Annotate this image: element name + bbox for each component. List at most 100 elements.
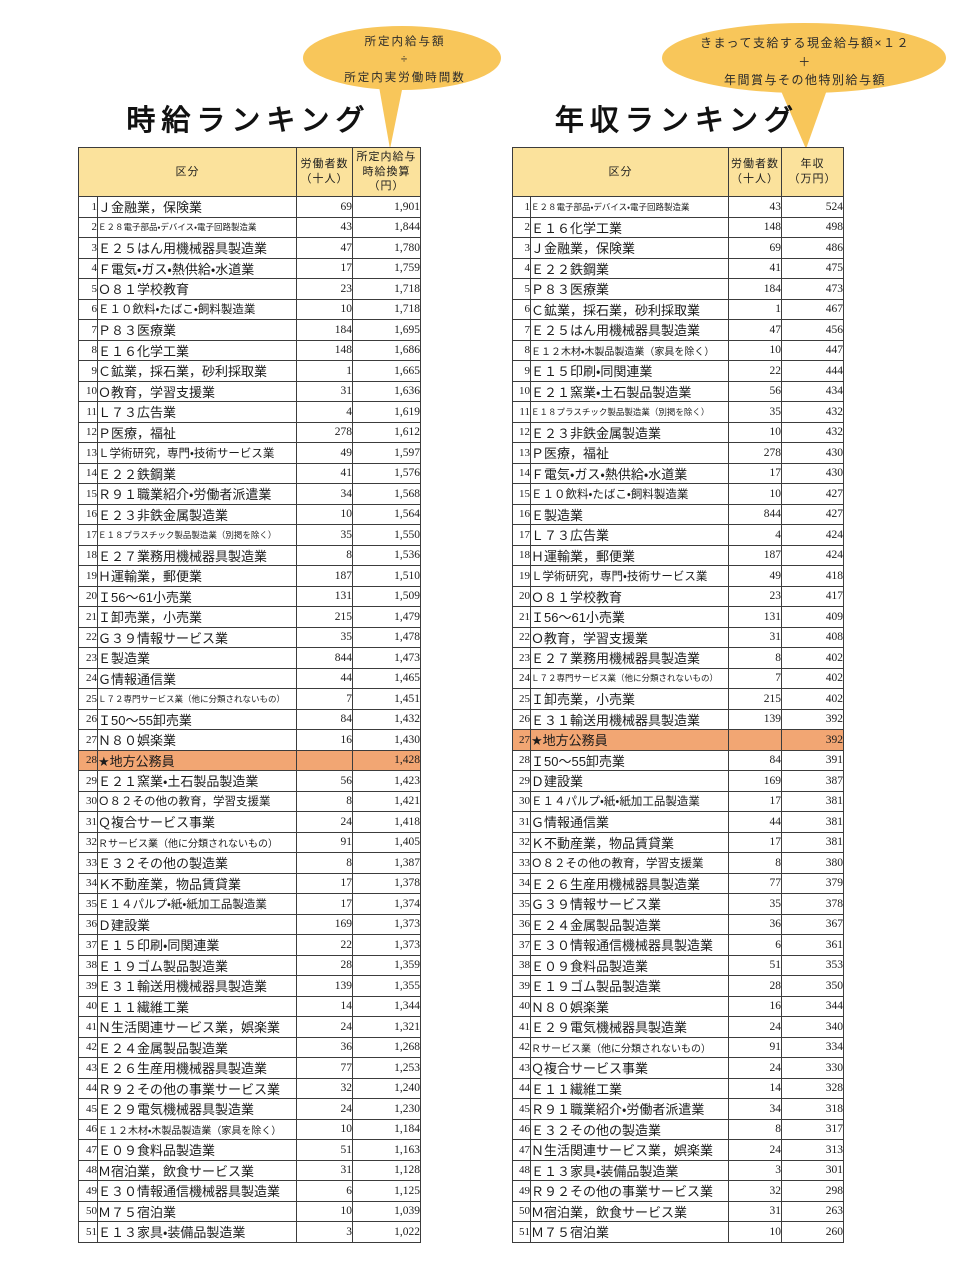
workers-cell: 44 xyxy=(296,667,353,689)
value-cell: 1,373 xyxy=(352,934,421,956)
workers-cell: 32 xyxy=(728,1180,782,1202)
value-cell: 1,536 xyxy=(352,544,421,566)
rank-cell: 23 xyxy=(512,647,531,669)
workers-cell: 24 xyxy=(296,1098,353,1120)
category-cell: Ｌ７３広告業 xyxy=(97,401,297,423)
workers-cell: 84 xyxy=(728,749,782,771)
rank-cell: 42 xyxy=(78,1036,98,1058)
rank-cell: 39 xyxy=(78,975,98,997)
table-row: 27 ★地方公務員 392 xyxy=(512,729,844,751)
value-cell: 380 xyxy=(781,852,844,874)
workers-cell: 31 xyxy=(296,380,353,402)
rank-cell: 38 xyxy=(512,954,531,976)
rank-cell: 40 xyxy=(512,995,531,1017)
table-row: 36 Ｅ２４金属製品製造業 36 367 xyxy=(512,913,844,935)
value-cell: 467 xyxy=(781,298,844,320)
workers-cell: 56 xyxy=(728,380,782,402)
value-cell: 402 xyxy=(781,688,844,710)
category-cell: Ｆ電気・ガス・熱供給・水道業 xyxy=(97,257,297,279)
table-row: 32 Ｒサービス業（他に分類されないもの） 91 1,405 xyxy=(78,831,421,853)
table-row: 44 Ｒ９２その他の事業サービス業 32 1,240 xyxy=(78,1077,421,1099)
rank-cell: 30 xyxy=(512,790,531,812)
workers-cell: 69 xyxy=(728,237,782,259)
category-cell: Ｅ製造業 xyxy=(97,647,297,669)
rank-cell: 45 xyxy=(512,1098,531,1120)
table-row: 34 Ｅ２６生産用機械器具製造業 77 379 xyxy=(512,872,844,894)
category-cell: Ｇ情報通信業 xyxy=(97,667,297,689)
category-cell: Ｍ７５宿泊業 xyxy=(530,1221,729,1243)
value-cell: 1,432 xyxy=(352,708,421,730)
rank-cell: 36 xyxy=(512,913,531,935)
table-row: 6 Ｃ鉱業，採石業，砂利採取業 1 467 xyxy=(512,298,844,320)
value-cell: 1,240 xyxy=(352,1077,421,1099)
category-cell: Ｅ２２鉄鋼業 xyxy=(530,257,729,279)
workers-cell: 10 xyxy=(296,298,353,320)
value-cell: 1,612 xyxy=(352,421,421,443)
value-cell: 330 xyxy=(781,1057,844,1079)
workers-cell: 10 xyxy=(728,483,782,505)
value-cell: 1,451 xyxy=(352,688,421,710)
workers-cell: 16 xyxy=(296,729,353,751)
category-cell: Ｅ２９電気機械器具製造業 xyxy=(97,1098,297,1120)
category-cell: Ｌ７３広告業 xyxy=(530,524,729,546)
workers-cell: 28 xyxy=(728,975,782,997)
workers-cell: 844 xyxy=(296,647,353,669)
value-cell: 1,844 xyxy=(352,216,421,238)
table-row: 31 Ｑ複合サービス事業 24 1,418 xyxy=(78,811,421,833)
table-row: 3 Ｊ金融業，保険業 69 486 xyxy=(512,237,844,259)
workers-cell: 184 xyxy=(296,319,353,341)
category-cell: Ｅ製造業 xyxy=(530,503,729,525)
table-row: 5 Ｏ８１学校教育 23 1,718 xyxy=(78,278,421,300)
value-cell: 318 xyxy=(781,1098,844,1120)
workers-cell: 91 xyxy=(296,831,353,853)
value-cell: 328 xyxy=(781,1077,844,1099)
category-cell: Ｇ３９情報サービス業 xyxy=(530,893,729,915)
category-cell: Ｄ建設業 xyxy=(97,913,297,935)
rank-cell: 19 xyxy=(78,565,98,587)
rank-cell: 33 xyxy=(512,852,531,874)
rank-cell: 47 xyxy=(512,1139,531,1161)
table-row: 7 Ｐ８３医療業 184 1,695 xyxy=(78,319,421,341)
category-cell: Ｃ鉱業，採石業，砂利採取業 xyxy=(97,360,297,382)
workers-cell: 8 xyxy=(728,647,782,669)
table-row: 13 Ｐ医療，福祉 278 430 xyxy=(512,442,844,464)
value-cell: 1,759 xyxy=(352,257,421,279)
workers-cell: 215 xyxy=(296,606,353,628)
category-cell: Ｆ電気・ガス・熱供給・水道業 xyxy=(530,462,729,484)
hourly-table-body: 1 Ｊ金融業，保険業 69 1,901 2 Ｅ２８電子部品・デバイス・電子回路製造業 43 1… xyxy=(78,196,421,1243)
workers-cell: 148 xyxy=(728,216,782,238)
category-cell: Ｅ３１輸送用機械器具製造業 xyxy=(97,975,297,997)
workers-cell: 43 xyxy=(296,216,353,238)
category-cell: Ｅ２４金属製品製造業 xyxy=(97,1036,297,1058)
value-cell: 392 xyxy=(781,729,844,751)
hourly-formula-callout: 所定内給与額 ÷ 所定内実労働時間数 xyxy=(300,25,510,150)
table-row: 28 ★地方公務員 1,428 xyxy=(78,749,421,771)
rank-cell: 48 xyxy=(78,1159,98,1181)
workers-cell: 41 xyxy=(728,257,782,279)
table-row: 49 Ｒ９２その他の事業サービス業 32 298 xyxy=(512,1180,844,1202)
rank-cell: 25 xyxy=(512,688,531,710)
rank-cell: 28 xyxy=(512,749,531,771)
category-cell: Ｋ不動産業，物品賃貸業 xyxy=(530,831,729,853)
category-cell: Ｅ１５印刷・同関連業 xyxy=(530,360,729,382)
rank-cell: 17 xyxy=(78,524,98,546)
table-row: 8 Ｅ１６化学工業 148 1,686 xyxy=(78,339,421,361)
category-cell: Ｐ８３医療業 xyxy=(97,319,297,341)
workers-cell: 69 xyxy=(296,196,353,218)
rank-cell: 22 xyxy=(512,626,531,648)
workers-cell: 844 xyxy=(728,503,782,525)
workers-cell: 17 xyxy=(728,462,782,484)
value-cell: 1,550 xyxy=(352,524,421,546)
workers-cell: 51 xyxy=(728,954,782,976)
table-row: 9 Ｃ鉱業，採石業，砂利採取業 1 1,665 xyxy=(78,360,421,382)
category-cell: Ｏ８１学校教育 xyxy=(97,278,297,300)
table-row: 15 Ｒ９１職業紹介・労働者派遣業 34 1,568 xyxy=(78,483,421,505)
table-row: 35 Ｇ３９情報サービス業 35 378 xyxy=(512,893,844,915)
value-cell: 1,430 xyxy=(352,729,421,751)
rank-cell: 7 xyxy=(78,319,98,341)
category-cell: Ｅ１１繊維工業 xyxy=(97,995,297,1017)
workers-cell: 24 xyxy=(296,811,353,833)
table-row: 42 Ｅ２４金属製品製造業 36 1,268 xyxy=(78,1036,421,1058)
rank-cell: 50 xyxy=(78,1200,98,1222)
rank-cell: 33 xyxy=(78,852,98,874)
